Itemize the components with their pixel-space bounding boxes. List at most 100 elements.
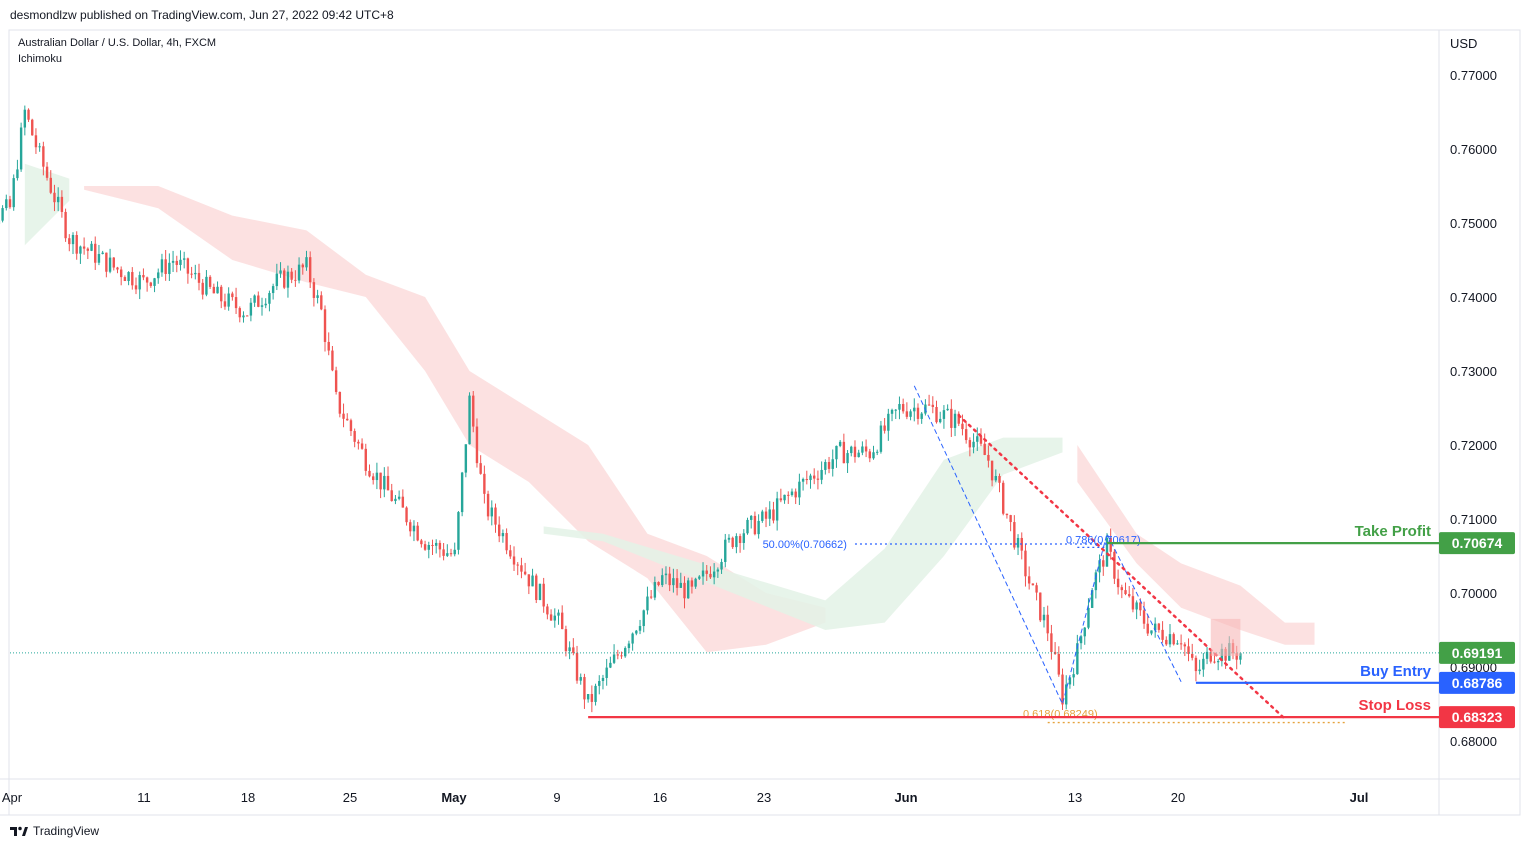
candle-body [171,260,175,263]
candle-body [516,564,519,566]
candle-body [353,431,356,442]
candle-body [1120,587,1124,591]
drawings: 50.00%(0.70662) 0.786(0.70617) 0.618(0.682… [10,385,1439,724]
candle-body [712,571,716,578]
candle-body [672,578,675,586]
candle-body [145,277,149,283]
candle-body [738,536,742,543]
candle-body [86,248,90,251]
candle-body [123,277,127,282]
candle-body [1213,661,1216,663]
candle-body [901,404,905,412]
price-tag-bg [1439,671,1515,694]
current-price-tag-bg [1439,641,1515,664]
candle-body [1235,653,1238,660]
candle-body [1057,653,1061,675]
candle-body [371,476,375,481]
candle-body [1013,522,1016,548]
candle-body [238,308,241,318]
y-tick-label: 0.70000 [1450,586,1497,601]
candle-body [386,475,390,491]
candle-body [320,295,323,310]
indicator-name[interactable]: Ichimoku [18,53,63,65]
x-tick-label: 16 [653,790,667,805]
candle-body [531,575,534,587]
candle-body [334,370,338,392]
candle-body [1087,607,1090,628]
candle-body [913,407,916,412]
candle-body [838,441,842,446]
candle-body [846,453,849,464]
candle-body [557,612,560,616]
candle-body [53,192,56,203]
candle-body [220,286,223,302]
candle-body [157,272,160,279]
candle-body [701,570,705,577]
candle-body [616,654,619,656]
candle-body [346,418,349,421]
candle-body [394,498,397,502]
price-tag-text: 0.70674 [1452,535,1503,551]
candle-body [598,680,601,686]
tradingview-logo-icon [10,826,28,836]
candle-body [1053,651,1057,654]
currency-label: USD [1450,36,1477,51]
candle-body [431,544,434,546]
y-tick-label: 0.76000 [1450,142,1497,157]
time-axis[interactable]: Apr 11 18 25 May 9 16 23 Jun 13 20 Jul [2,790,1369,805]
y-tick-label: 0.75000 [1450,216,1497,231]
candle-body [687,580,690,599]
candle-body [1076,643,1079,675]
candle-body [283,270,286,288]
candle-body [249,302,253,316]
candle-body [612,654,616,663]
candle-body [746,519,749,534]
x-tick-label: Apr [2,790,23,805]
candle-body [894,409,897,411]
candle-body [1176,643,1179,645]
candle-body [34,135,38,148]
candle-body [946,408,949,411]
candle-body [1050,633,1053,652]
candle-body [1046,614,1049,634]
y-tick-label: 0.71000 [1450,512,1497,527]
footer-brand[interactable]: TradingView [10,824,99,838]
candle-body [512,556,516,565]
candle-body [175,260,178,265]
candle-body [1061,674,1064,705]
candle-body [475,426,479,464]
candle-body [1209,651,1212,662]
candle-body [216,286,219,294]
x-tick-label: 9 [553,790,560,805]
candle-body [635,630,638,634]
candle-body [64,211,67,239]
chart-legend: Australian Dollar / U.S. Dollar, 4h, FXC… [18,35,216,67]
candle-body [968,440,972,448]
candle-body [205,276,208,295]
candle-body [316,295,319,298]
x-tick-label: 13 [1068,790,1082,805]
candle-body [864,446,868,452]
candle-body [501,533,505,537]
candle-body [505,533,508,551]
candle-body [82,246,86,249]
candle-body [942,410,946,419]
candle-body [305,257,308,268]
candle-body [1172,634,1175,645]
price-tag-bg [1439,706,1515,729]
candle-body [620,655,623,657]
candle-body [790,491,794,496]
candle-body [694,578,697,587]
candle-body [1239,653,1242,660]
candle-body [31,119,34,136]
price-axis[interactable]: 0.70674 0.68786 0.68323 USD 0.77000 0.76000 0.… [1439,36,1515,749]
symbol-title[interactable]: Australian Dollar / U.S. Dollar, 4h, FXC… [18,37,217,49]
y-tick-label: 0.73000 [1450,364,1497,379]
candle-body [479,463,482,474]
current-price-tag: 0.69191 [1439,641,1515,664]
candle-body [816,478,820,480]
x-tick-label: Jul [1350,790,1369,805]
highlight-zone [1210,618,1241,656]
candle-body [783,494,786,501]
